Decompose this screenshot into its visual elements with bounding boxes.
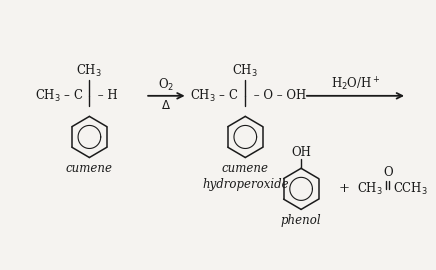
- Text: CH$_3$ – C: CH$_3$ – C: [35, 88, 84, 104]
- Text: phenol: phenol: [281, 214, 321, 227]
- Text: +: +: [338, 182, 349, 195]
- Text: CCH$_3$: CCH$_3$: [392, 181, 427, 197]
- Text: CH$_3$ – C: CH$_3$ – C: [190, 88, 238, 104]
- Text: cumene: cumene: [66, 163, 113, 176]
- Text: OH: OH: [291, 146, 311, 158]
- Text: – O – OH: – O – OH: [250, 89, 307, 102]
- Text: O: O: [383, 166, 392, 179]
- Text: H$_2$O/H$^+$: H$_2$O/H$^+$: [331, 76, 380, 93]
- Text: CH$_3$: CH$_3$: [76, 63, 102, 79]
- Text: O$_2$: O$_2$: [158, 77, 174, 93]
- Text: CH$_3$: CH$_3$: [232, 63, 258, 79]
- Text: $\Delta$: $\Delta$: [161, 99, 171, 112]
- Text: – H: – H: [94, 89, 118, 102]
- Text: CH$_3$: CH$_3$: [357, 181, 383, 197]
- Text: cumene
hydroperoxide: cumene hydroperoxide: [202, 163, 289, 191]
